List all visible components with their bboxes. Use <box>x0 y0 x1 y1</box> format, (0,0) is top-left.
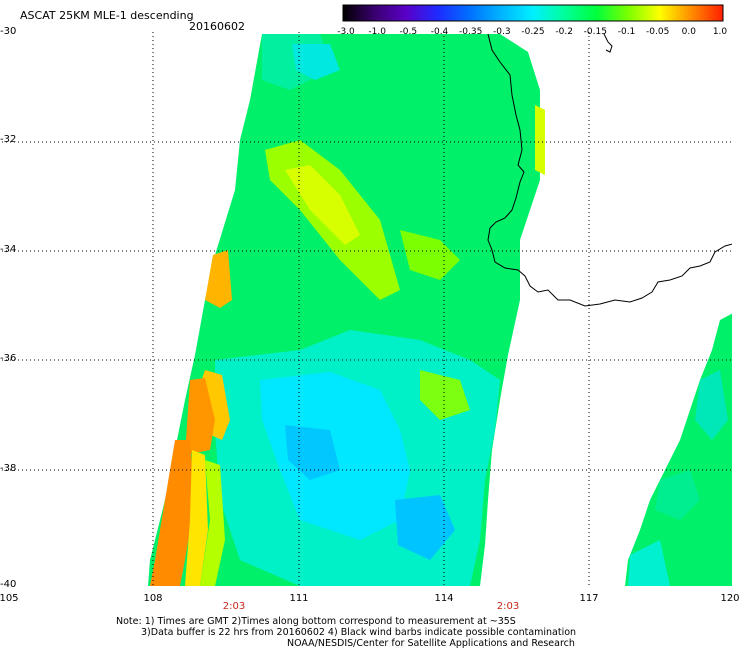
colorbar-label: -0.5 <box>399 27 418 37</box>
lon-label: 108 <box>143 593 163 604</box>
colorbar-label: 1.0 <box>712 27 728 37</box>
time-label: 2:03 <box>222 601 246 612</box>
colorbar-gradient <box>342 4 724 22</box>
swath-main <box>148 34 545 586</box>
colorbar-label: -0.05 <box>646 27 670 37</box>
note-line-2: 3)Data buffer is 22 hrs from 20160602 4)… <box>141 627 577 638</box>
lon-label: 120 <box>720 593 740 604</box>
colorbar-label: -0.25 <box>521 27 545 37</box>
plot-date: 20160602 <box>189 20 245 33</box>
plot-title: ASCAT 25KM MLE-1 descending <box>20 9 194 22</box>
time-label: 2:03 <box>496 601 520 612</box>
lon-label: 111 <box>289 593 309 604</box>
lon-label: 105 <box>0 593 19 604</box>
lat-label: -36 <box>0 353 17 364</box>
lat-label: -32 <box>0 134 17 145</box>
colorbar-label: -1.0 <box>368 27 386 37</box>
lat-label: -38 <box>0 463 17 474</box>
lat-label: -30 <box>0 26 17 37</box>
note-line-3: NOAA/NESDIS/Center for Satellite Applica… <box>287 638 575 649</box>
colorbar-label: -3.0 <box>337 27 355 37</box>
colorbar-label: -0.4 <box>430 27 449 37</box>
colorbar-label: -0.35 <box>459 27 483 37</box>
swath-right <box>625 313 732 586</box>
note-line-1: Note: 1) Times are GMT 2)Times along bot… <box>116 616 516 627</box>
lon-label: 114 <box>434 593 454 604</box>
coastline <box>487 33 732 307</box>
colorbar <box>342 4 724 22</box>
colorbar-label: 0.0 <box>681 27 696 37</box>
colorbar-label: -0.15 <box>583 27 607 37</box>
lon-label: 117 <box>579 593 599 604</box>
colorbar-label: -0.2 <box>555 27 573 37</box>
colorbar-label: -0.3 <box>493 27 511 37</box>
lat-label: -34 <box>0 244 17 255</box>
colorbar-label: -0.1 <box>617 27 636 37</box>
lat-label: -40 <box>0 579 17 590</box>
lat-lon-grid <box>2 32 732 586</box>
